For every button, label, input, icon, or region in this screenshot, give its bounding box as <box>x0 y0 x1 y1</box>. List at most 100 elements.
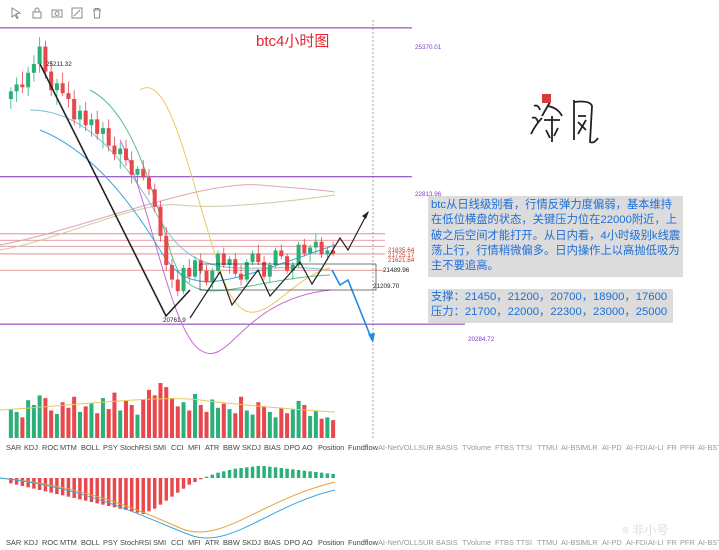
indicator-tab-dpo[interactable]: DPO <box>284 443 301 452</box>
indicator-tab-dpo[interactable]: DPO <box>284 538 301 547</box>
lock-icon[interactable] <box>31 6 43 19</box>
cursor-icon[interactable] <box>10 6 22 20</box>
indicator-tab-mfi[interactable]: MFI <box>188 443 201 452</box>
indicator-tab-bbw[interactable]: BBW <box>223 443 240 452</box>
indicator-tab-atr[interactable]: ATR <box>205 538 220 547</box>
indicator-tab-ai-bsi[interactable]: AI-BSI <box>561 443 583 452</box>
drawing-icon[interactable] <box>71 6 83 19</box>
indicator-tab-bias[interactable]: BIAS <box>264 538 281 547</box>
indicator-tab-psy[interactable]: PSY <box>103 538 118 547</box>
indicator-tab-stochrsi[interactable]: StochRSI <box>120 538 152 547</box>
candle-body <box>221 253 226 266</box>
indicator-tab-ao[interactable]: AO <box>302 443 313 452</box>
chart-title: btc4小时图 <box>256 33 330 50</box>
oscillator-bar <box>199 478 203 480</box>
indicator-tab-ai-bsi[interactable]: AI-BSI <box>561 538 583 547</box>
indicator-tab-psy[interactable]: PSY <box>103 443 118 452</box>
indicator-tab-fundflow[interactable]: Fundflow <box>348 443 378 452</box>
indicator-tab-tvolume[interactable]: TVolume <box>462 538 492 547</box>
indicator-tab-atr[interactable]: ATR <box>205 443 220 452</box>
indicator-tab-ai-netvol[interactable]: AI-NetVOL <box>378 443 414 452</box>
indicator-tab-fr[interactable]: FR <box>667 538 677 547</box>
indicator-tab-fundflow[interactable]: Fundflow <box>348 538 378 547</box>
price-label-r1: 21835.64 <box>388 247 415 254</box>
indicator-tab-lsur[interactable]: LSUR <box>414 538 434 547</box>
indicator-tab-ao[interactable]: AO <box>302 538 313 547</box>
indicator-tab-mtm[interactable]: MTM <box>60 538 77 547</box>
volume-bar <box>95 413 100 438</box>
indicator-tab-skdj[interactable]: SKDJ <box>242 538 261 547</box>
indicator-tab-pfr[interactable]: PFR <box>680 443 695 452</box>
indicator-tab-position[interactable]: Position <box>318 443 345 452</box>
watermark: ≡ 非小号 <box>622 523 669 537</box>
indicator-tab-ttsi[interactable]: TTSI <box>516 538 533 547</box>
indicator-tab-bias[interactable]: BIAS <box>264 443 281 452</box>
indicator-tab-basis[interactable]: BASIS <box>436 538 458 547</box>
indicator-tab-kdj[interactable]: KDJ <box>24 538 38 547</box>
indicator-tab-stochrsi[interactable]: StochRSI <box>120 443 152 452</box>
indicator-tab-sar[interactable]: SAR <box>6 538 22 547</box>
boll-upper-line <box>139 87 331 313</box>
candle-body <box>77 110 82 120</box>
indicator-tab-smi[interactable]: SMI <box>153 443 167 452</box>
indicator-tab-boll[interactable]: BOLL <box>81 443 100 452</box>
indicator-tab-fr[interactable]: FR <box>667 443 677 452</box>
indicator-tab-ai-netvol[interactable]: AI-NetVOL <box>378 538 414 547</box>
trash-icon[interactable] <box>91 6 103 19</box>
candle-body <box>100 128 105 134</box>
indicator-tab-position[interactable]: Position <box>318 538 345 547</box>
indicator-tab-cci[interactable]: CCI <box>171 538 184 547</box>
candle-body <box>198 260 203 271</box>
oscillator-bar <box>319 472 324 478</box>
indicator-tab-mlr[interactable]: MLR <box>582 538 598 547</box>
down-projection <box>331 269 373 341</box>
indicator-tab-ttsi[interactable]: TTSI <box>516 443 533 452</box>
indicator-tab-ai-li[interactable]: AI-LI <box>648 443 664 452</box>
indicator-tab-roc[interactable]: ROC <box>42 538 59 547</box>
candle-body <box>31 64 36 73</box>
indicator-tab-ttmu[interactable]: TTMU <box>537 443 558 452</box>
oscillator-bar <box>20 478 25 486</box>
candle-body <box>43 46 48 72</box>
indicator-tab-ai-fdi[interactable]: AI-FDI <box>626 443 648 452</box>
indicator-tab-kdj[interactable]: KDJ <box>24 443 38 452</box>
indicator-tab-pfr[interactable]: PFR <box>680 538 695 547</box>
indicator-tab-ai-pd[interactable]: AI-PD <box>602 443 622 452</box>
chart-toolbar <box>0 0 719 26</box>
indicator-tab-mtm[interactable]: MTM <box>60 443 77 452</box>
indicator-tab-lsur[interactable]: LSUR <box>414 443 434 452</box>
candle-body <box>256 253 261 263</box>
indicator-tab-ftbs[interactable]: FTBS <box>495 443 514 452</box>
indicator-tab-ai-pd[interactable]: AI-PD <box>602 538 622 547</box>
oscillator-bar <box>222 471 226 478</box>
indicator-tab-ai-bst[interactable]: AI-BST <box>698 443 719 452</box>
volume-bar <box>175 406 180 438</box>
indicator-tab-bbw[interactable]: BBW <box>223 538 240 547</box>
volume-bar <box>285 413 290 438</box>
indicator-tab-ai-fdi[interactable]: AI-FDI <box>626 538 648 547</box>
volume-bar <box>290 409 295 438</box>
indicator-tab-ai-bst[interactable]: AI-BST <box>698 538 719 547</box>
indicator-tab-skdj[interactable]: SKDJ <box>242 443 261 452</box>
indicator-tab-basis[interactable]: BASIS <box>436 443 458 452</box>
indicator-tab-ai-li[interactable]: AI-LI <box>648 538 664 547</box>
candle-body <box>66 93 71 99</box>
indicator-tab-mfi[interactable]: MFI <box>188 538 201 547</box>
candle-body <box>8 91 13 99</box>
indicator-tab-mlr[interactable]: MLR <box>582 443 598 452</box>
indicator-tab-tvolume[interactable]: TVolume <box>462 443 492 452</box>
oscillator-bar <box>256 466 261 478</box>
indicator-tab-smi[interactable]: SMI <box>153 538 167 547</box>
indicator-tab-cci[interactable]: CCI <box>171 443 184 452</box>
indicator-tab-roc[interactable]: ROC <box>42 443 59 452</box>
price-label-top-line: 25370.01 <box>415 44 442 51</box>
camera-icon[interactable] <box>51 6 63 18</box>
indicator-tab-boll[interactable]: BOLL <box>81 538 100 547</box>
volume-bar <box>164 387 169 438</box>
indicator-tab-ftbs[interactable]: FTBS <box>495 538 514 547</box>
indicator-tab-ttmu[interactable]: TTMU <box>537 538 558 547</box>
oscillator-bar <box>106 478 111 506</box>
indicator-tab-sar[interactable]: SAR <box>6 443 22 452</box>
candle-body <box>129 160 134 175</box>
